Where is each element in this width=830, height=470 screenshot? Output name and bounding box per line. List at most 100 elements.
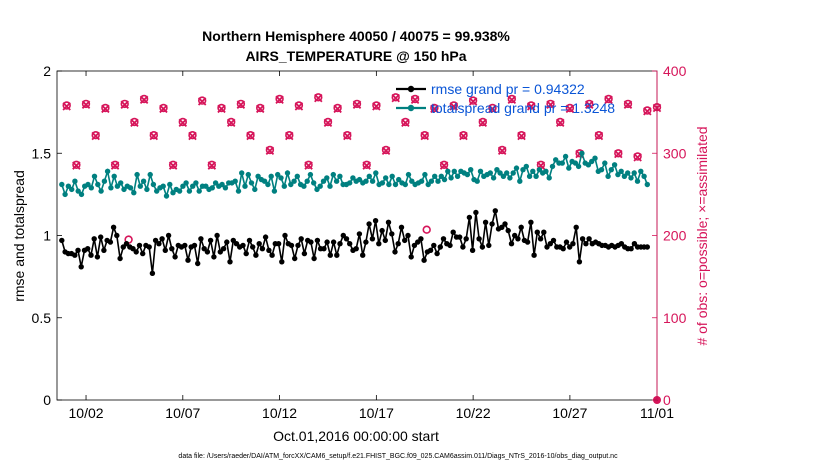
- rmse-point: [586, 236, 592, 242]
- obs-assimilated-marker: [81, 100, 91, 109]
- totalspread-point: [176, 188, 183, 194]
- rmse-point: [469, 247, 476, 253]
- totalspread-point: [533, 173, 539, 179]
- rmse-point: [101, 247, 107, 253]
- totalspread-point: [137, 183, 143, 189]
- rmse-point: [224, 239, 230, 245]
- obs-possible-marker: [188, 131, 197, 140]
- obs-possible-marker: [178, 117, 188, 127]
- totalspread-point: [520, 167, 526, 173]
- totalspread-point: [621, 173, 628, 179]
- legend-label-totalspread: totalspread grand pr = 1.3248: [431, 100, 615, 116]
- rmse-point: [411, 242, 418, 249]
- rmse-point: [405, 232, 411, 239]
- rmse-point: [198, 236, 204, 242]
- y2-tick-label: 200: [663, 228, 687, 244]
- totalspread-point: [356, 176, 363, 183]
- totalspread-point: [618, 168, 624, 174]
- totalspread-point: [445, 168, 451, 174]
- totalspread-point: [242, 183, 248, 189]
- totalspread-point: [98, 188, 104, 194]
- totalspread-point: [219, 181, 225, 188]
- totalspread-point: [454, 173, 461, 179]
- totalspread-point: [441, 176, 448, 183]
- rmse-point: [427, 247, 434, 253]
- obs-possible-marker: [439, 160, 449, 170]
- rmse-point: [91, 236, 97, 242]
- obs-possible-marker: [459, 131, 468, 140]
- obs-assimilated-marker: [614, 149, 623, 159]
- obs-possible-marker: [565, 103, 575, 113]
- obs-assimilated-marker: [391, 93, 400, 103]
- totalspread-point: [311, 180, 317, 186]
- totalspread-point: [589, 158, 595, 165]
- totalspread-point: [389, 173, 395, 179]
- obs-assimilated-marker: [430, 104, 439, 114]
- totalspread-point: [69, 186, 75, 193]
- x-tick-label: 11/01: [640, 405, 674, 421]
- totalspread-point: [301, 183, 307, 189]
- rmse-point: [78, 264, 84, 270]
- obs-possible-marker: [604, 94, 613, 104]
- rmse-point: [534, 229, 540, 235]
- totalspread-point: [324, 175, 330, 181]
- obs-possible-marker: [149, 131, 159, 140]
- rmse-point: [220, 246, 227, 252]
- y-axis-right: 0 100 200 300 400: [652, 63, 687, 408]
- totalspread-point: [85, 181, 91, 188]
- x-axis: 10/02 10/07 10/12 10/17 10/22 10/27 11/01: [69, 71, 674, 421]
- obs-assimilated-marker: [275, 95, 284, 105]
- rmse-point: [123, 241, 130, 247]
- obs-possible-marker: [430, 103, 439, 113]
- totalspread-point: [88, 185, 95, 191]
- rmse-point: [149, 270, 156, 276]
- obs-possible-marker: [381, 145, 391, 155]
- rmse-point: [385, 219, 392, 225]
- obs-possible-marker: [594, 131, 604, 140]
- totalspread-point: [101, 178, 108, 184]
- plot-area: [57, 71, 657, 400]
- totalspread-point: [275, 171, 281, 178]
- rmse-point: [195, 260, 201, 267]
- rmse-point: [463, 236, 469, 242]
- totalspread-point: [261, 178, 268, 184]
- totalspread-point: [268, 173, 274, 179]
- rmse-point: [330, 239, 337, 245]
- totalspread-point: [317, 183, 323, 189]
- rmse-point: [398, 224, 405, 230]
- obs-possible-marker: [478, 117, 487, 127]
- totalspread-point: [363, 178, 369, 184]
- totalspread-point: [252, 186, 258, 193]
- totalspread-point: [350, 175, 356, 181]
- rmse-point: [159, 236, 165, 242]
- rmse-point: [347, 241, 353, 247]
- rmse-point: [537, 236, 544, 242]
- obs-possible-marker: [101, 103, 110, 113]
- obs-possible-marker: [362, 160, 371, 170]
- obs-assimilated-marker: [149, 131, 159, 141]
- obs-possible-marker: [372, 101, 381, 110]
- rmse-point: [256, 241, 262, 247]
- totalspread-point: [625, 170, 631, 176]
- totalspread-point: [592, 155, 598, 161]
- rmse-point: [628, 246, 634, 252]
- totalspread-point: [562, 153, 569, 160]
- rmse-point: [376, 241, 382, 247]
- rmse-point: [250, 244, 256, 250]
- obs-assimilated-marker: [246, 131, 255, 141]
- rmse-point: [437, 244, 443, 250]
- rmse-point: [288, 242, 295, 249]
- obs-assimilated-marker: [314, 93, 323, 103]
- rmse-point: [59, 237, 65, 244]
- totalspread-point: [320, 178, 327, 184]
- obs-assimilated-marker: [265, 146, 275, 156]
- obs-assimilated-marker: [188, 131, 197, 141]
- totalspread-point: [500, 173, 507, 179]
- rmse-point: [185, 257, 191, 263]
- rmse-point: [343, 236, 350, 242]
- obs-assimilated-marker: [168, 161, 178, 170]
- obs-assimilated-marker: [294, 102, 304, 111]
- chart-subtitle: AIRS_TEMPERATURE @ 150 hPa: [245, 48, 466, 64]
- obs-assimilated-marker: [91, 131, 100, 141]
- legend-label-rmse: rmse grand pr = 0.94322: [431, 81, 585, 97]
